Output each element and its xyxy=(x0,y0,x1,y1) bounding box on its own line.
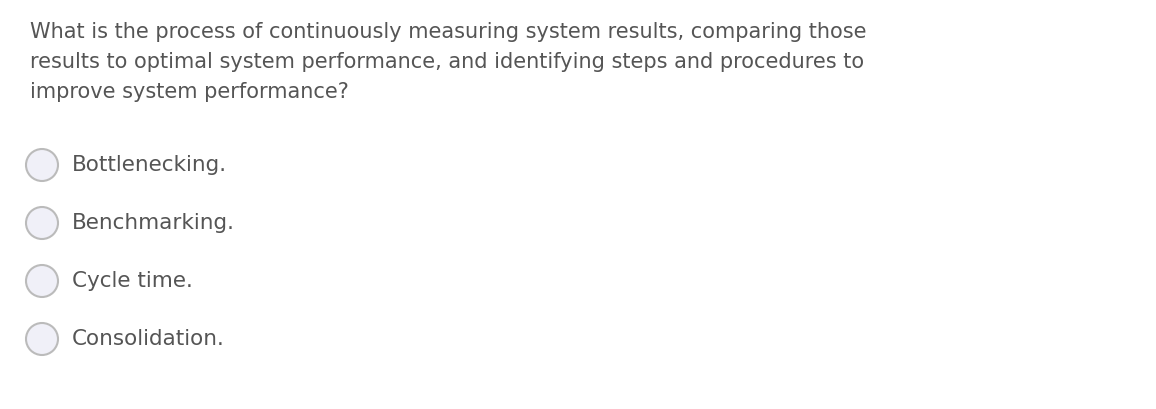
Ellipse shape xyxy=(25,207,58,239)
Text: Bottlenecking.: Bottlenecking. xyxy=(72,155,227,175)
Ellipse shape xyxy=(25,265,58,297)
Ellipse shape xyxy=(25,149,58,181)
Text: Cycle time.: Cycle time. xyxy=(72,271,193,291)
Text: Benchmarking.: Benchmarking. xyxy=(72,213,235,233)
Text: results to optimal system performance, and identifying steps and procedures to: results to optimal system performance, a… xyxy=(30,52,865,72)
Text: What is the process of continuously measuring system results, comparing those: What is the process of continuously meas… xyxy=(30,22,867,42)
Text: Consolidation.: Consolidation. xyxy=(72,329,225,349)
Ellipse shape xyxy=(25,323,58,355)
Text: improve system performance?: improve system performance? xyxy=(30,82,349,102)
